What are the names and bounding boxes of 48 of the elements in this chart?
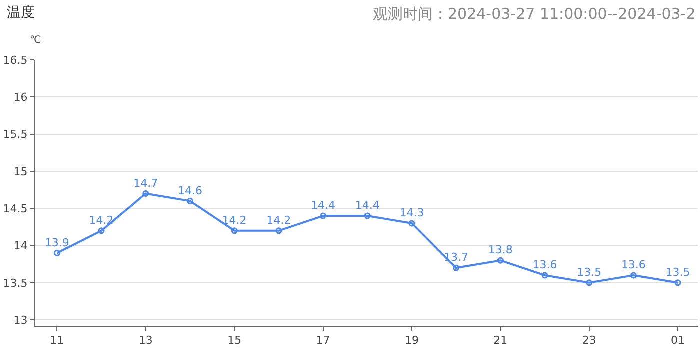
chart-title: 温度 (7, 5, 35, 21)
point (142, 190, 150, 197)
y-tick-label: 15 (14, 165, 28, 178)
y-tick-label: 16 (14, 91, 28, 104)
point (674, 280, 682, 286)
point (54, 250, 60, 256)
point (408, 220, 416, 227)
data-label: 14.4 (355, 199, 380, 212)
point (453, 264, 460, 272)
point (586, 280, 593, 286)
y-tick-label: 14 (14, 240, 28, 253)
y-tick-label: 13.5 (3, 276, 28, 290)
point (542, 272, 548, 279)
x-tick-label: 11 (50, 334, 64, 348)
data-label: 14.2 (222, 214, 247, 228)
point (497, 257, 504, 264)
data-label: 14.2 (266, 214, 292, 228)
x-tick-label: 23 (582, 334, 596, 348)
point (231, 228, 238, 234)
data-label: 14.2 (89, 214, 114, 228)
point (320, 212, 327, 220)
data-label: 14.3 (400, 206, 424, 220)
data-label: 14.4 (311, 199, 336, 212)
y-tick-label: 15.5 (3, 128, 28, 142)
y-tick-label: 13 (14, 314, 28, 327)
point (276, 228, 282, 234)
point (186, 198, 194, 204)
data-label: 13.5 (666, 266, 690, 280)
y-tick-label: 16.5 (3, 54, 28, 67)
point (364, 212, 371, 220)
x-tick-label: 01 (671, 334, 686, 348)
data-label: 13.6 (532, 258, 558, 272)
data-label: 13.6 (621, 258, 646, 272)
data-label: 14.6 (178, 184, 202, 198)
x-tick-label: 17 (316, 334, 330, 348)
x-tick-label: 19 (404, 334, 419, 348)
x-tick-label: 15 (228, 334, 242, 348)
x-tick-label: 21 (494, 334, 508, 348)
x-tick-label: 13 (138, 334, 153, 348)
data-label: 14.7 (134, 176, 158, 190)
data-label: 13.5 (577, 266, 602, 280)
point (630, 272, 637, 279)
point (98, 228, 105, 234)
chart-subtitle: 观测时间：2024-03-27 11:00:00--2024-03-2 (373, 5, 696, 23)
y-tick-label: 14.5 (3, 202, 28, 216)
data-label: 13.9 (44, 236, 70, 250)
y-axis-title: ℃ (30, 35, 42, 46)
data-label: 13.8 (488, 244, 513, 257)
